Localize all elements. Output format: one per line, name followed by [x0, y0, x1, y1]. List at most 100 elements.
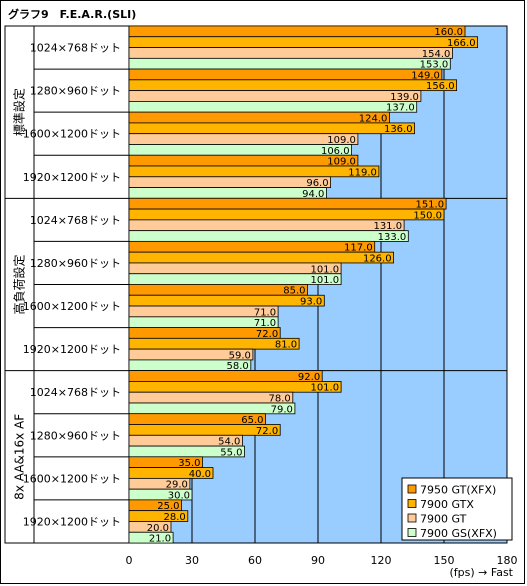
data-label: 21.0	[149, 534, 171, 545]
bar	[128, 197, 447, 210]
bar	[128, 294, 325, 307]
x-tick-label: 120	[371, 554, 392, 567]
legend-label: 7900 GT	[420, 513, 467, 526]
bar	[128, 154, 359, 167]
group-label: 高負荷設定	[12, 254, 27, 314]
data-label: 139.0	[390, 92, 419, 103]
data-label: 58.0	[227, 361, 249, 372]
data-label: 166.0	[447, 38, 476, 49]
data-label: 81.0	[275, 340, 297, 351]
data-label: 71.0	[254, 307, 276, 318]
data-label: 101.0	[310, 264, 339, 275]
x-axis-label: (fps) → Fast	[450, 566, 514, 579]
bar	[128, 370, 323, 382]
data-label: 109.0	[327, 156, 356, 167]
data-label: 150.0	[413, 210, 442, 221]
data-label: 101.0	[310, 383, 339, 394]
legend-swatch	[407, 528, 417, 537]
category-label: 1024×768ドット	[30, 214, 121, 227]
data-label: 153.0	[420, 60, 449, 71]
bar	[128, 337, 300, 350]
x-tick-label: 150	[434, 554, 455, 567]
bar	[128, 36, 479, 48]
data-label: 136.0	[384, 124, 413, 135]
category-label: 1024×768ドット	[30, 386, 121, 399]
category-label: 1280×960ドット	[30, 85, 121, 98]
bar	[128, 79, 458, 92]
data-label: 106.0	[321, 146, 350, 157]
bar	[128, 208, 445, 221]
data-label: 124.0	[359, 113, 388, 124]
data-label: 149.0	[411, 70, 440, 81]
category-label: 1280×960ドット	[30, 257, 121, 270]
data-label: 151.0	[415, 200, 444, 211]
bar	[128, 219, 405, 232]
data-label: 156.0	[426, 81, 455, 92]
data-label: 117.0	[344, 243, 373, 254]
bar	[128, 251, 395, 264]
bar	[128, 101, 418, 113]
legend	[401, 477, 513, 541]
data-label: 93.0	[300, 297, 322, 308]
bar	[128, 262, 342, 275]
data-label: 154.0	[422, 49, 451, 60]
data-label: 101.0	[310, 275, 339, 286]
bar	[128, 273, 342, 285]
data-label: 65.0	[241, 415, 263, 426]
data-label: 78.0	[269, 394, 291, 405]
data-label: 137.0	[386, 103, 415, 114]
group-label: 8x AA&16x AF	[13, 414, 27, 500]
legend-swatch	[407, 499, 417, 508]
category-label: 1600×1200ドット	[23, 128, 121, 141]
data-label: 71.0	[254, 318, 276, 329]
bar	[128, 240, 376, 253]
data-label: 54.0	[218, 437, 240, 448]
data-label: 20.0	[147, 523, 169, 534]
bar	[128, 57, 451, 70]
data-label: 79.0	[271, 404, 293, 415]
data-label: 131.0	[373, 221, 402, 232]
category-label: 1920×1200ドット	[23, 343, 121, 356]
legend-label: 7900 GTX	[420, 498, 474, 511]
data-label: 126.0	[363, 253, 392, 264]
data-label: 55.0	[220, 447, 242, 458]
data-label: 94.0	[302, 189, 324, 200]
legend-swatch	[407, 513, 417, 523]
bar	[128, 381, 342, 393]
chart-title: グラフ9 F.E.A.R.(SLI)	[8, 7, 136, 21]
bar	[128, 90, 422, 102]
group-label: 標準設定	[12, 88, 27, 136]
legend-label: 7950 GT(XFX)	[420, 484, 496, 497]
x-tick-label: 60	[248, 554, 262, 567]
bar	[128, 25, 466, 38]
x-tick-label: 0	[126, 554, 133, 567]
data-label: 92.0	[298, 372, 320, 383]
data-label: 160.0	[434, 27, 463, 38]
data-label: 28.0	[164, 512, 186, 523]
bar	[128, 187, 327, 199]
category-label: 1600×1200ドット	[23, 300, 121, 313]
data-label: 59.0	[229, 350, 251, 361]
data-label: 40.0	[189, 469, 211, 480]
bar	[128, 133, 359, 145]
data-label: 119.0	[348, 167, 377, 178]
x-tick-label: 180	[497, 554, 518, 567]
x-tick-label: 90	[311, 554, 325, 567]
bar	[128, 531, 174, 544]
x-tick-label: 30	[185, 554, 199, 567]
data-label: 96.0	[306, 178, 328, 189]
bar	[128, 165, 380, 178]
data-label: 35.0	[178, 458, 200, 469]
bar	[128, 230, 409, 242]
category-label: 1280×960ドット	[30, 429, 121, 442]
data-label: 30.0	[168, 490, 190, 501]
data-label: 85.0	[283, 286, 305, 297]
bar	[128, 176, 332, 188]
bar	[128, 47, 453, 59]
legend-label: 7900 GS(XFX)	[420, 527, 497, 540]
category-label: 1920×1200ドット	[23, 515, 121, 528]
bar	[128, 144, 353, 156]
data-label: 72.0	[256, 426, 278, 437]
